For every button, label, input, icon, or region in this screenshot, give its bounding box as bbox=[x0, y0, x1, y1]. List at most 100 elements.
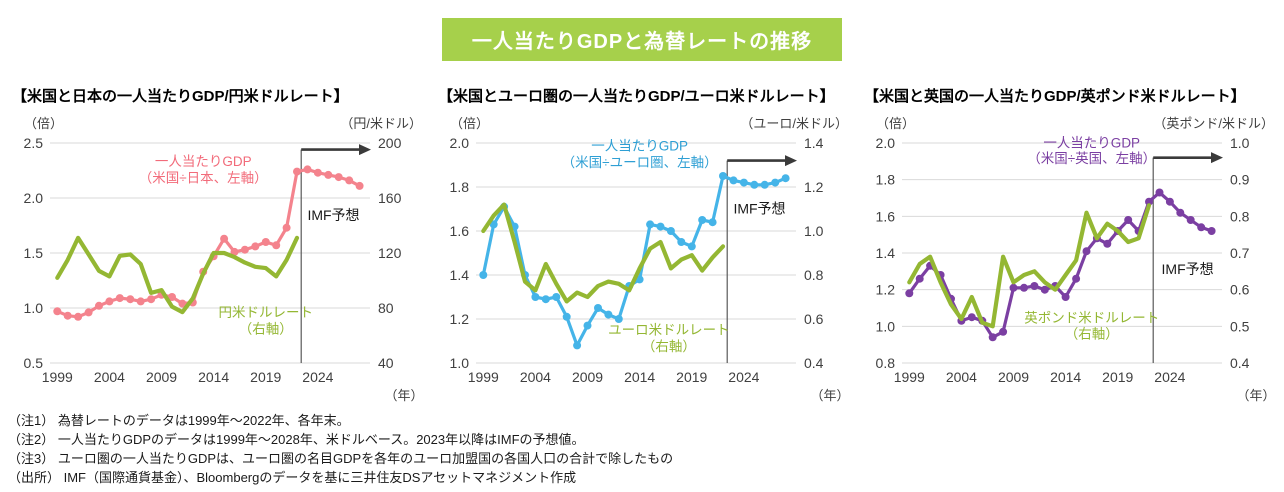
right-axis-tick-label: 1.4 bbox=[804, 135, 824, 151]
right-axis-tick-label: 0.5 bbox=[1230, 318, 1250, 334]
data-point-marker bbox=[562, 312, 571, 321]
charts-row: 【米国と日本の一人当たりGDP/円米ドルレート】 2.5 200 2.0 160 1.5… bbox=[0, 87, 1284, 405]
left-axis-tick-label: 1.0 bbox=[24, 300, 44, 316]
data-point-marker bbox=[1009, 283, 1018, 292]
left-axis-tick-label: 1.2 bbox=[450, 311, 470, 327]
data-point-marker bbox=[552, 293, 561, 301]
right-axis-tick-label: 0.8 bbox=[1230, 208, 1250, 224]
data-point-marker bbox=[63, 311, 72, 320]
x-axis-unit-label: （年） bbox=[1236, 388, 1275, 403]
data-point-marker bbox=[74, 312, 83, 321]
data-point-marker bbox=[1030, 282, 1039, 290]
x-axis-tick-label: 2019 bbox=[250, 369, 281, 385]
data-point-marker bbox=[147, 295, 156, 304]
right-axis-tick-label: 1.0 bbox=[1230, 135, 1250, 151]
data-point-marker bbox=[967, 313, 976, 322]
data-point-marker bbox=[136, 297, 145, 306]
data-point-marker bbox=[1103, 239, 1112, 248]
x-axis-unit-label: （年） bbox=[384, 388, 423, 403]
data-point-marker bbox=[324, 170, 333, 179]
x-axis-tick-label: 2004 bbox=[520, 369, 551, 385]
data-point-marker bbox=[646, 220, 655, 229]
forecast-label: IMF予想 bbox=[307, 207, 359, 223]
series-label: 英ポンド米ドルレート bbox=[1024, 310, 1159, 326]
data-point-marker bbox=[1165, 197, 1174, 206]
x-axis-tick-label: 2014 bbox=[198, 369, 229, 385]
right-axis-tick-label: 0.7 bbox=[1230, 245, 1250, 261]
data-point-marker bbox=[355, 181, 364, 190]
page-title-bar: 一人当たりGDPと為替レートの推移 bbox=[441, 18, 843, 61]
left-axis-tick-label: 1.0 bbox=[876, 318, 896, 334]
data-point-marker bbox=[614, 315, 623, 323]
data-point-marker bbox=[178, 299, 187, 308]
data-point-marker bbox=[251, 242, 260, 251]
right-axis-tick-label: 160 bbox=[378, 190, 402, 206]
data-point-marker bbox=[313, 168, 322, 177]
data-point-marker bbox=[1197, 223, 1206, 232]
chart-panel-us-eurozone: 【米国とユーロ圏の一人当たりGDP/ユーロ米ドルレート】 2.0 1.4 1.8 1.… bbox=[430, 87, 856, 405]
right-axis-unit-label: （ユーロ/米ドル） bbox=[740, 116, 848, 131]
data-point-marker bbox=[1072, 274, 1081, 283]
series-label: 一人当たりGDP bbox=[1043, 136, 1140, 151]
data-point-marker bbox=[115, 294, 124, 303]
series-label: 一人当たりGDP bbox=[155, 154, 252, 169]
series-label: 円米ドルレート bbox=[219, 305, 314, 320]
data-point-marker bbox=[1155, 188, 1164, 197]
x-axis-tick-label: 2019 bbox=[676, 369, 707, 385]
right-axis-unit-label: （円/米ドル） bbox=[340, 116, 422, 131]
page-header: 一人当たりGDPと為替レートの推移 bbox=[0, 0, 1284, 61]
x-axis-tick-label: 2009 bbox=[572, 369, 603, 385]
right-axis-tick-label: 0.9 bbox=[1230, 172, 1250, 188]
data-point-marker bbox=[739, 178, 748, 187]
footnotes: （注1） 為替レートのデータは1999年～2022年、各年末。 （注2） 一人当… bbox=[0, 411, 1284, 487]
left-axis-tick-label: 1.8 bbox=[876, 172, 896, 188]
x-axis-tick-label: 2024 bbox=[728, 369, 759, 385]
x-axis-tick-label: 2024 bbox=[1154, 369, 1185, 385]
data-point-marker bbox=[604, 310, 613, 319]
data-point-marker bbox=[905, 289, 914, 298]
data-point-marker bbox=[261, 238, 270, 246]
data-point-marker bbox=[53, 307, 62, 316]
left-axis-tick-label: 1.6 bbox=[450, 223, 470, 239]
forecast-arrow-head bbox=[359, 144, 371, 156]
gdp-ratio-line bbox=[55, 167, 362, 319]
left-axis-tick-label: 1.5 bbox=[24, 245, 44, 261]
left-axis-tick-label: 2.0 bbox=[24, 190, 44, 206]
left-axis-tick-label: 1.8 bbox=[450, 179, 470, 195]
fx-rate-line bbox=[55, 235, 300, 315]
data-point-marker bbox=[95, 301, 103, 310]
forecast-label: IMF予想 bbox=[733, 200, 785, 216]
chart-title-us-eurozone: 【米国とユーロ圏の一人当たりGDP/ユーロ米ドルレート】 bbox=[438, 88, 835, 105]
right-axis-tick-label: 0.6 bbox=[1230, 282, 1250, 298]
data-point-marker bbox=[293, 167, 301, 176]
data-point-marker bbox=[541, 295, 550, 304]
x-axis-tick-label: 2004 bbox=[94, 369, 125, 385]
data-point-marker bbox=[1124, 216, 1133, 224]
data-point-marker bbox=[334, 173, 343, 182]
chart-panel-us-uk: 【米国と英国の一人当たりGDP/英ポンド米ドルレート】 2.0 1.0 1.8 0.9… bbox=[856, 87, 1282, 405]
right-axis-tick-label: 1.0 bbox=[804, 223, 824, 239]
chart-title-us-uk: 【米国と英国の一人当たりGDP/英ポンド米ドルレート】 bbox=[864, 88, 1246, 105]
data-point-marker bbox=[988, 333, 997, 342]
note-line-2: （注2） 一人当たりGDPのデータは1999年～2028年、米ドルベース。202… bbox=[8, 432, 585, 447]
x-axis-tick-label: 2019 bbox=[1102, 369, 1133, 385]
forecast-arrow-head bbox=[1211, 152, 1223, 164]
left-axis-tick-label: 0.5 bbox=[24, 355, 44, 371]
right-axis-tick-label: 0.4 bbox=[1230, 355, 1250, 371]
data-point-marker bbox=[168, 293, 176, 301]
data-point-marker bbox=[126, 295, 135, 304]
series-label: （右軸） bbox=[1065, 326, 1119, 341]
data-point-marker bbox=[489, 220, 498, 229]
x-axis-tick-label: 1999 bbox=[468, 369, 499, 385]
data-point-marker bbox=[708, 218, 717, 227]
data-point-marker bbox=[1020, 283, 1028, 292]
right-axis-unit-label: （英ポンド/米ドル） bbox=[1153, 116, 1274, 131]
data-point-marker bbox=[750, 180, 759, 189]
left-axis-tick-label: 1.0 bbox=[450, 355, 470, 371]
chart-title-us-japan: 【米国と日本の一人当たりGDP/円米ドルレート】 bbox=[12, 88, 349, 105]
x-axis-tick-label: 2024 bbox=[302, 369, 333, 385]
data-point-marker bbox=[282, 223, 291, 232]
data-point-marker bbox=[719, 172, 727, 180]
data-point-marker bbox=[573, 341, 582, 350]
